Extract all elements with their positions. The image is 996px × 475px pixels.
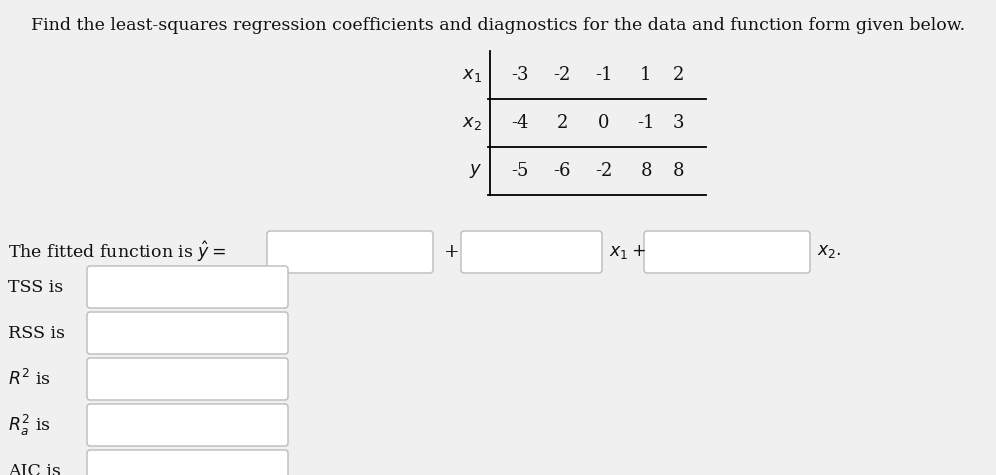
- FancyBboxPatch shape: [267, 231, 433, 273]
- FancyBboxPatch shape: [461, 231, 602, 273]
- Text: -1: -1: [596, 66, 613, 84]
- Text: 8: 8: [672, 162, 683, 180]
- Text: 0: 0: [599, 114, 610, 132]
- Text: 2: 2: [672, 66, 683, 84]
- Text: RSS is: RSS is: [8, 324, 65, 342]
- Text: -2: -2: [554, 66, 571, 84]
- Text: -6: -6: [553, 162, 571, 180]
- Text: 1: 1: [640, 66, 651, 84]
- FancyBboxPatch shape: [87, 404, 288, 446]
- FancyBboxPatch shape: [87, 266, 288, 308]
- Text: $x_2$: $x_2$: [462, 114, 482, 132]
- Text: -2: -2: [596, 162, 613, 180]
- Text: -3: -3: [511, 66, 529, 84]
- Text: AIC is: AIC is: [8, 463, 61, 475]
- FancyBboxPatch shape: [644, 231, 810, 273]
- Text: $x_1+$: $x_1+$: [609, 243, 646, 261]
- Text: 3: 3: [672, 114, 683, 132]
- Text: 2: 2: [557, 114, 568, 132]
- Text: TSS is: TSS is: [8, 278, 64, 295]
- Text: +: +: [444, 243, 460, 261]
- Text: -1: -1: [637, 114, 654, 132]
- Text: $R^2$ is: $R^2$ is: [8, 369, 51, 389]
- Text: Find the least-squares regression coefficients and diagnostics for the data and : Find the least-squares regression coeffi…: [31, 17, 965, 34]
- Text: -5: -5: [511, 162, 529, 180]
- FancyBboxPatch shape: [87, 450, 288, 475]
- FancyBboxPatch shape: [87, 358, 288, 400]
- Text: -4: -4: [511, 114, 529, 132]
- Text: $x_1$: $x_1$: [462, 66, 482, 84]
- Text: $R_a^2$ is: $R_a^2$ is: [8, 412, 51, 437]
- Text: 8: 8: [640, 162, 651, 180]
- Text: $x_2.$: $x_2.$: [817, 244, 842, 260]
- FancyBboxPatch shape: [87, 312, 288, 354]
- Text: The fitted function is $\hat{y} =$: The fitted function is $\hat{y} =$: [8, 240, 226, 264]
- Text: $y$: $y$: [469, 162, 482, 180]
